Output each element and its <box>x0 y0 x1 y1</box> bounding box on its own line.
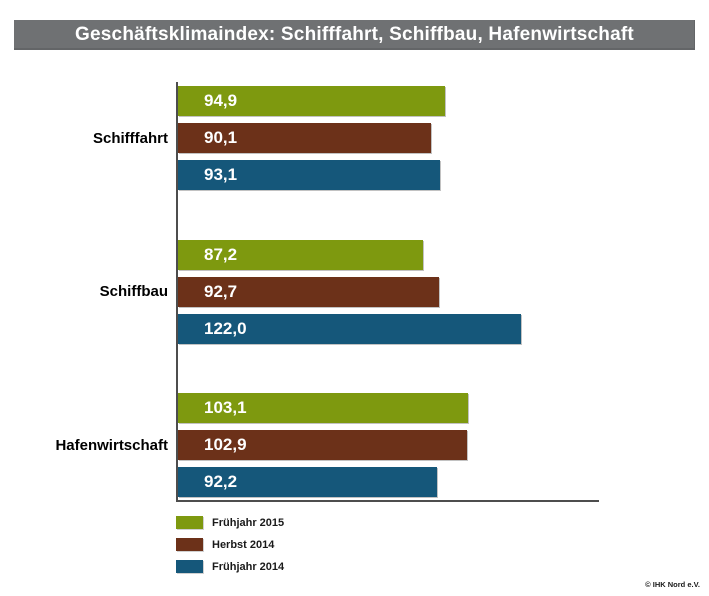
bar-value-label: 92,2 <box>204 472 238 491</box>
bar: 92,2 <box>178 467 437 497</box>
chart-title-bar: Geschäftsklimaindex: Schifffahrt, Schiff… <box>14 20 695 50</box>
x-axis-line <box>176 500 599 502</box>
category-label: Hafenwirtschaft <box>55 436 168 454</box>
legend-label: Herbst 2014 <box>212 538 275 551</box>
legend: Frühjahr 2015 Herbst 2014 Frühjahr 2014 <box>176 516 284 582</box>
chart-title: Geschäftsklimaindex: Schifffahrt, Schiff… <box>75 24 634 45</box>
bar: 92,7 <box>178 276 439 307</box>
category-label: Schiffbau <box>99 283 168 300</box>
bar: 103,1 <box>178 393 468 423</box>
bar: 102,9 <box>178 430 467 460</box>
bar: 90,1 <box>178 123 431 153</box>
bar-value-label: 90,1 <box>204 128 238 147</box>
legend-swatch <box>176 560 203 573</box>
legend-item: Frühjahr 2015 <box>176 516 284 529</box>
legend-swatch <box>176 538 203 551</box>
bar: 122,0 <box>178 313 521 344</box>
bar: 93,1 <box>178 160 440 190</box>
category-label: Schifffahrt <box>93 129 168 147</box>
bar: 87,2 <box>178 239 423 270</box>
bar-value-label: 103,1 <box>204 398 247 417</box>
legend-swatch <box>176 516 203 529</box>
bar: 94,9 <box>178 86 445 116</box>
bar-group-schiffbau: Schiffbau 87,2 92,7 122,0 <box>100 239 618 344</box>
bar-group-schifffahrt: Schifffahrt 94,9 90,1 93,1 <box>93 86 618 190</box>
bar-value-label: 94,9 <box>204 91 238 110</box>
copyright-note: © IHK Nord e.V. <box>645 580 700 589</box>
legend-label: Frühjahr 2014 <box>212 560 285 573</box>
bar-value-label: 87,2 <box>204 244 238 264</box>
bar-value-label: 122,0 <box>204 318 247 338</box>
bar-group-hafenwirtschaft: Hafenwirtschaft 103,1 102,9 92,2 <box>55 393 618 497</box>
legend-label: Frühjahr 2015 <box>212 516 285 529</box>
y-axis-line <box>176 82 178 502</box>
bar-value-label: 93,1 <box>204 165 238 184</box>
legend-item: Frühjahr 2014 <box>176 560 284 573</box>
bar-value-label: 102,9 <box>204 435 247 454</box>
bar-value-label: 92,7 <box>204 281 238 301</box>
legend-item: Herbst 2014 <box>176 538 284 551</box>
